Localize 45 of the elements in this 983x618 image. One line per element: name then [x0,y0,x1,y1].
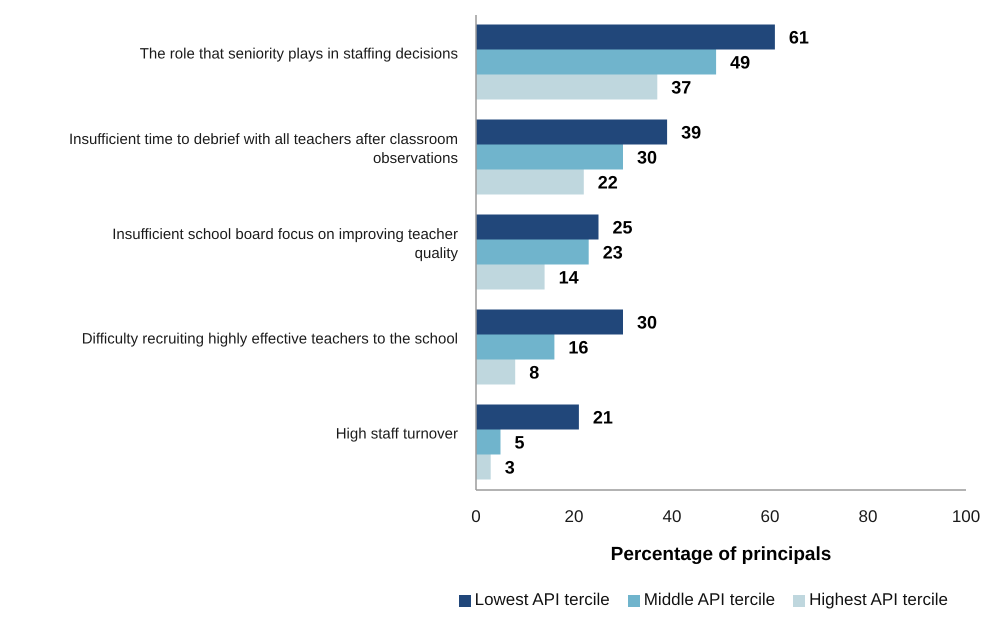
bar [476,264,545,290]
bar [476,240,589,264]
x-tick-label: 80 [858,507,878,526]
bar [476,430,500,454]
y-tick-label: Insufficient time to debrief with all teachers after classroom observations [68,131,458,167]
data-label: 22 [598,172,618,192]
data-label: 8 [529,362,540,382]
data-label: 16 [568,337,588,358]
data-label: 5 [514,432,525,452]
y-tick-label: The role that seniority plays in staffing decisions [140,46,458,62]
data-label: 25 [612,217,633,238]
x-tick-label: 60 [760,507,780,526]
data-label: 49 [730,52,750,72]
bar [476,310,623,334]
data-label: 30 [637,147,658,168]
bar [476,24,775,50]
bar [476,144,623,170]
x-tick-label: 100 [952,507,980,526]
x-tick-label: 0 [471,507,481,526]
data-label: 61 [788,27,809,48]
data-label: 21 [592,407,613,428]
legend-label: Middle API tercile [644,590,776,609]
data-label: 37 [671,77,692,98]
legend-label: Highest API tercile [809,590,948,609]
bar [476,74,658,100]
data-label: 39 [681,122,702,142]
x-tick-label: 40 [662,507,682,526]
data-label: 23 [602,242,623,262]
legend-label: Lowest API tercile [474,590,610,609]
data-label: 30 [637,312,658,332]
data-label: 14 [558,267,579,288]
y-tick-label: Difficulty recruiting highly effective teachers to the school [82,330,458,348]
bar [476,454,491,480]
x-axis-title: Percentage of principals [610,544,832,565]
bar [476,120,668,144]
y-tick-label: High staff turnover [336,426,458,442]
bar [476,360,516,384]
bar [476,170,584,194]
y-tick-label: Insufficient school board focus on improving teacher quality [112,226,458,262]
x-tick-label: 20 [564,507,584,526]
data-label: 3 [504,457,515,478]
bar [476,404,579,430]
bar [476,214,598,240]
bar [476,334,554,360]
bar [476,50,716,74]
